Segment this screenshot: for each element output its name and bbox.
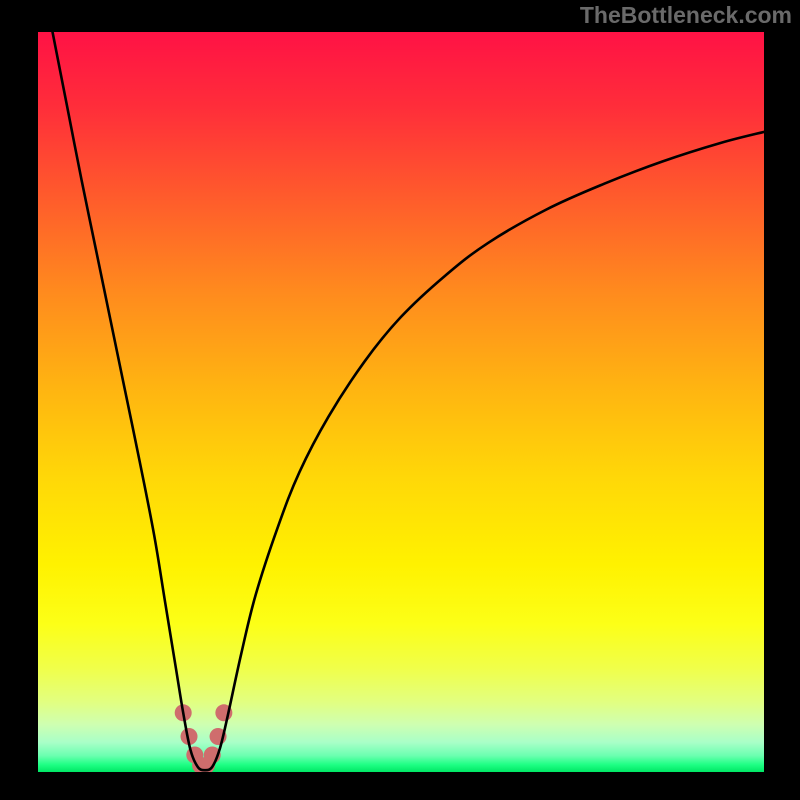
watermark-text: TheBottleneck.com: [580, 2, 792, 29]
plot-area: [38, 32, 764, 772]
curve-layer: [38, 32, 764, 772]
chart-canvas: TheBottleneck.com: [0, 0, 800, 800]
bottleneck-curve: [53, 32, 764, 770]
